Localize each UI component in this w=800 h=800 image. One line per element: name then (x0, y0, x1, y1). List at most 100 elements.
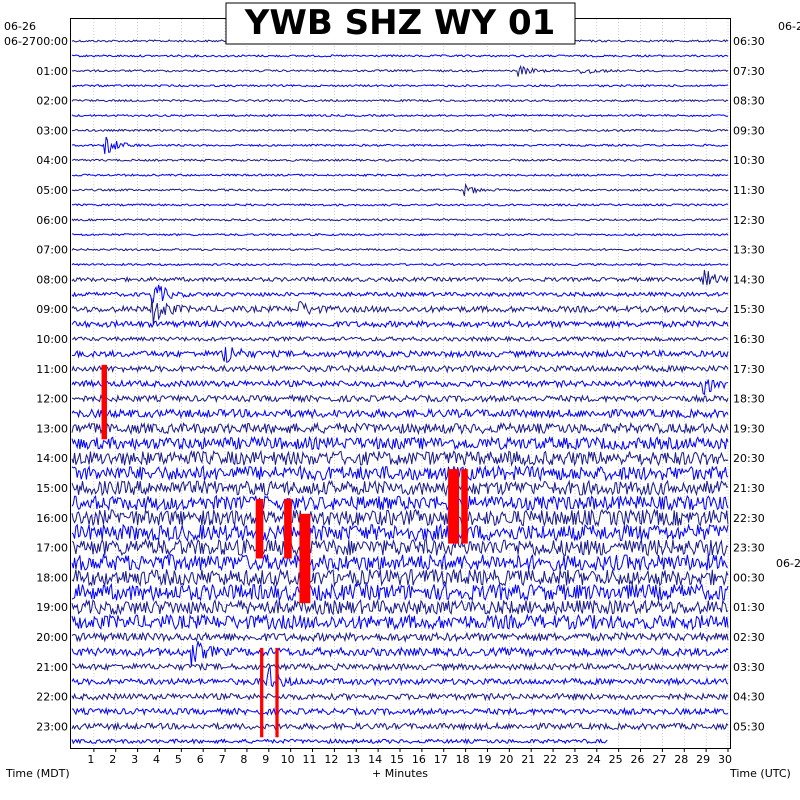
x-tick-label: 11 (303, 753, 317, 766)
x-tick-label: 25 (609, 753, 623, 766)
trace-row (71, 284, 729, 305)
x-tick-label: 7 (219, 753, 226, 766)
left-hour-label: 08:00 (36, 273, 68, 286)
trace-row (71, 508, 729, 528)
trace-row (71, 182, 729, 197)
x-tick-label: 15 (390, 753, 404, 766)
title-box (225, 2, 576, 45)
left-hour-label: 10:00 (36, 333, 68, 346)
left-date-start: 06-27 (4, 35, 36, 48)
clip-marker (255, 498, 264, 559)
trace-row (71, 523, 729, 543)
right-hour-label: 21:30 (733, 482, 765, 495)
trace-row (71, 98, 729, 103)
left-hour-label: 21:00 (36, 661, 68, 674)
x-axis-ticks: 1 2 3 4 5 6 7 8 9 10 11 12 13 14 15 16 17 18 19 20 21 22 23 24 2… (87, 748, 732, 766)
left-hour-label: 07:00 (36, 244, 68, 257)
trace-row (71, 298, 729, 325)
clip-marker (275, 647, 279, 738)
clip-marker (461, 469, 468, 544)
x-tick-label: 29 (696, 753, 710, 766)
trace-row (71, 665, 729, 691)
left-hour-label: 05:00 (36, 184, 68, 197)
x-tick-label: 1 (87, 753, 94, 766)
x-tick-label: 28 (674, 753, 688, 766)
left-hour-label: 22:00 (36, 691, 68, 704)
trace-row (71, 54, 729, 58)
right-hour-label: 20:30 (733, 452, 765, 465)
trace-row (71, 631, 729, 643)
trace-row (71, 421, 729, 436)
right-hour-label: 16:30 (733, 333, 765, 346)
clipped-segments (101, 364, 468, 738)
trace-row (71, 407, 729, 420)
right-hour-label: 08:30 (733, 95, 765, 108)
clip-marker (260, 647, 264, 738)
left-hour-label: 04:00 (36, 154, 68, 167)
trace-row (71, 479, 729, 497)
right-hour-label: 18:30 (733, 393, 765, 406)
right-hour-label: 05:30 (733, 720, 765, 733)
x-tick-label: 18 (456, 753, 470, 766)
x-tick-label: 22 (543, 753, 557, 766)
left-hour-label: 11:00 (36, 363, 68, 376)
trace-row (71, 706, 729, 717)
left-hour-labels: 00:00 01:00 02:00 03:00 04:00 05:00 06:00 07:00… (36, 35, 68, 733)
x-tick-label: 8 (240, 753, 247, 766)
trace-row (71, 158, 729, 163)
trace-row (71, 136, 728, 155)
trace-row (71, 232, 729, 237)
right-hour-label: 13:30 (733, 244, 765, 257)
clip-marker (284, 498, 292, 559)
x-tick-label: 5 (175, 753, 182, 766)
trace-row (71, 721, 729, 732)
right-hour-label: 09:30 (733, 124, 765, 137)
x-tick-label: 27 (652, 753, 666, 766)
left-hour-label: 20:00 (36, 631, 68, 644)
left-hour-label: 09:00 (36, 303, 68, 316)
right-hour-label: 11:30 (733, 184, 765, 197)
trace-row (71, 379, 729, 396)
right-hour-label: 04:30 (733, 691, 765, 704)
right-hour-label: 15:30 (733, 303, 765, 316)
left-hour-label: 14:00 (36, 452, 68, 465)
left-hour-label: 16:00 (36, 512, 68, 525)
trace-row (71, 113, 729, 118)
x-tick-label: 14 (368, 753, 382, 766)
trace-row (72, 128, 729, 133)
trace-row (71, 737, 608, 745)
right-hour-label: 23:30 (733, 542, 765, 555)
right-hour-label: 03:30 (733, 661, 765, 674)
left-hour-label: 01:00 (36, 65, 68, 78)
trace-row (71, 691, 729, 702)
right-hour-label: 10:30 (733, 154, 765, 167)
right-hour-label: 01:30 (733, 601, 765, 614)
trace-row (71, 598, 729, 616)
left-hour-label: 02:00 (36, 95, 68, 108)
left-axis-label: Time (MDT) (5, 767, 70, 780)
right-hour-label: 14:30 (733, 273, 765, 286)
trace-row (71, 335, 729, 343)
x-tick-label: 16 (412, 753, 426, 766)
right-hour-label: 07:30 (733, 65, 765, 78)
left-hour-label: 15:00 (36, 482, 68, 495)
chart-title: YWB SHZ WY 01 (244, 3, 556, 43)
left-hour-label: 18:00 (36, 571, 68, 584)
seismic-traces (71, 39, 729, 745)
right-hour-label: 22:30 (733, 512, 765, 525)
trace-row (72, 347, 729, 363)
x-tick-label: 4 (153, 753, 160, 766)
left-date-top: 06-26 (4, 20, 36, 33)
clip-marker (299, 513, 311, 604)
right-date-top: 06-26 (778, 20, 800, 33)
trace-row (71, 613, 729, 631)
trace-row (71, 640, 729, 667)
right-hour-label: 00:30 (733, 571, 765, 584)
right-date-mid: 06-2 (776, 557, 800, 570)
trace-row (71, 319, 729, 329)
left-hour-label: 12:00 (36, 393, 68, 406)
trace-row (71, 393, 729, 404)
trace-row (71, 269, 729, 286)
trace-row (71, 364, 729, 374)
